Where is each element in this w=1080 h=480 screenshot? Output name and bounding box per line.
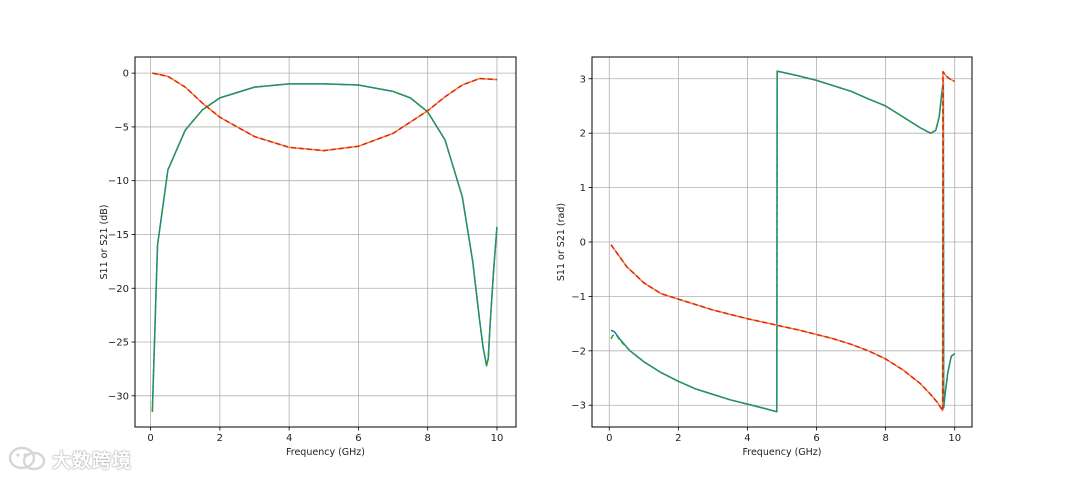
x-axis-label: Frequency (GHz): [286, 447, 365, 458]
y-tick-label: −5: [114, 122, 129, 133]
series-line-4: [610, 70, 956, 412]
x-tick-label: 2: [217, 433, 223, 444]
chart-panel-1: 0 2 4 6 8 10 0 −5 −10 −15 −20 −25 −30 Frequency (GHz)…: [99, 56, 517, 458]
x-tick-label: 2: [675, 433, 681, 444]
y-tick-label: 3: [580, 74, 586, 85]
x-tick-label: 4: [286, 433, 292, 444]
y-axis-label: S11 or S21 (rad): [556, 203, 567, 281]
series-line-1: [610, 70, 956, 413]
y-tick-label: −30: [108, 391, 129, 402]
x-axis-label: Frequency (GHz): [742, 447, 821, 458]
x-tick-label: 6: [355, 433, 361, 444]
y-tick-label: −3: [571, 401, 586, 412]
watermark: 大数跨境: [8, 444, 132, 474]
x-tick-label: 10: [491, 433, 504, 444]
series-line-2: [610, 70, 956, 413]
y-tick-label: −1: [571, 292, 586, 303]
y-axis-label: S11 or S21 (dB): [99, 205, 110, 280]
y-tick-label: −20: [108, 284, 129, 295]
y-tick-label: −10: [108, 176, 129, 187]
x-tick-label: 8: [882, 433, 888, 444]
x-tick-label: 10: [948, 433, 961, 444]
x-tick-label: 0: [606, 433, 612, 444]
x-tick-label: 0: [147, 433, 153, 444]
series-line-1: [151, 83, 498, 412]
x-tick-label: 4: [744, 433, 750, 444]
x-tick-label: 6: [813, 433, 819, 444]
watermark-text: 大数跨境: [52, 449, 133, 472]
wechat-logo-icon: [8, 446, 46, 471]
y-tick-label: 2: [580, 129, 586, 140]
series-line-4: [152, 72, 497, 152]
y-tick-label: −15: [108, 230, 129, 241]
y-tick-label: −2: [571, 346, 586, 357]
series-line-3: [610, 70, 956, 412]
series-line-2: [151, 83, 498, 412]
y-tick-label: 0: [580, 238, 586, 249]
y-tick-label: 0: [123, 69, 129, 80]
y-tick-label: 1: [580, 183, 586, 194]
x-tick-label: 8: [424, 433, 430, 444]
axes-frame: [134, 56, 517, 428]
y-tick-label: −25: [108, 338, 129, 349]
